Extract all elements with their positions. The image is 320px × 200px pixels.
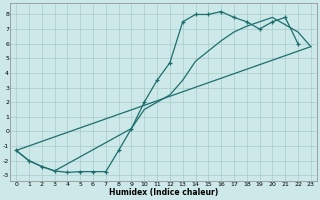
X-axis label: Humidex (Indice chaleur): Humidex (Indice chaleur) <box>109 188 218 197</box>
